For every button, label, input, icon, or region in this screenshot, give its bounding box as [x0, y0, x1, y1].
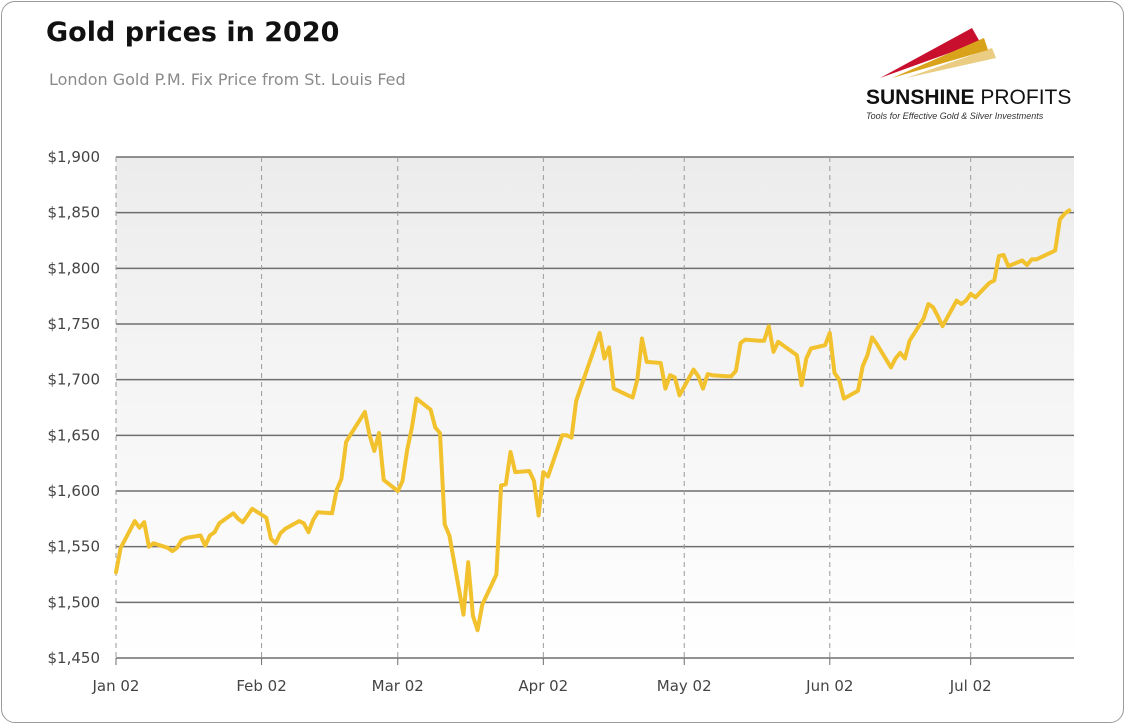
y-tick-label: $1,600 — [48, 482, 101, 500]
x-axis-ticks: Jan 02 Feb 02 Mar 02 Apr 02 May 02 Jun 02 Jul … — [92, 658, 992, 695]
vertical-gridlines — [115, 157, 972, 658]
x-tick-label: Jul 02 — [949, 677, 992, 695]
y-tick-label: $1,700 — [48, 371, 101, 389]
y-tick-label: $1,550 — [48, 538, 101, 556]
logo-tagline: Tools for Effective Gold & Silver Invest… — [866, 111, 1044, 121]
logo-name-rest: PROFITS — [974, 86, 1072, 109]
x-tick-label: May 02 — [657, 677, 712, 695]
y-tick-label: $1,650 — [48, 426, 101, 444]
x-tick-label: Jun 02 — [805, 677, 853, 695]
logo-name: SUNSHINE PROFITS — [866, 86, 1071, 110]
y-tick-label: $1,800 — [48, 259, 101, 277]
chart-title: Gold prices in 2020 — [46, 17, 340, 48]
logo-swoosh-icon — [880, 28, 996, 78]
y-tick-label: $1,900 — [48, 148, 101, 166]
y-axis-ticks: $1,450 $1,500 $1,550 $1,600 $1,650 $1,700 $1,7… — [48, 148, 101, 667]
x-tick-label: Mar 02 — [372, 677, 424, 695]
chart-subtitle: London Gold P.M. Fix Price from St. Loui… — [49, 70, 406, 89]
series-layer — [114, 208, 1072, 633]
x-tick-label: Feb 02 — [236, 677, 286, 695]
gold-price-line — [114, 208, 1072, 633]
y-tick-label: $1,500 — [48, 593, 101, 611]
horizontal-gridlines — [116, 156, 1074, 659]
plot-area — [116, 157, 1074, 658]
sunshine-profits-logo: SUNSHINE PROFITS Tools for Effective Gol… — [862, 26, 1074, 122]
x-tick-label: Jan 02 — [92, 677, 140, 695]
y-tick-label: $1,750 — [48, 315, 101, 333]
y-tick-label: $1,850 — [48, 204, 101, 222]
logo-name-bold: SUNSHINE — [866, 86, 975, 109]
y-tick-label: $1,450 — [48, 649, 101, 667]
x-tick-label: Apr 02 — [518, 677, 568, 695]
